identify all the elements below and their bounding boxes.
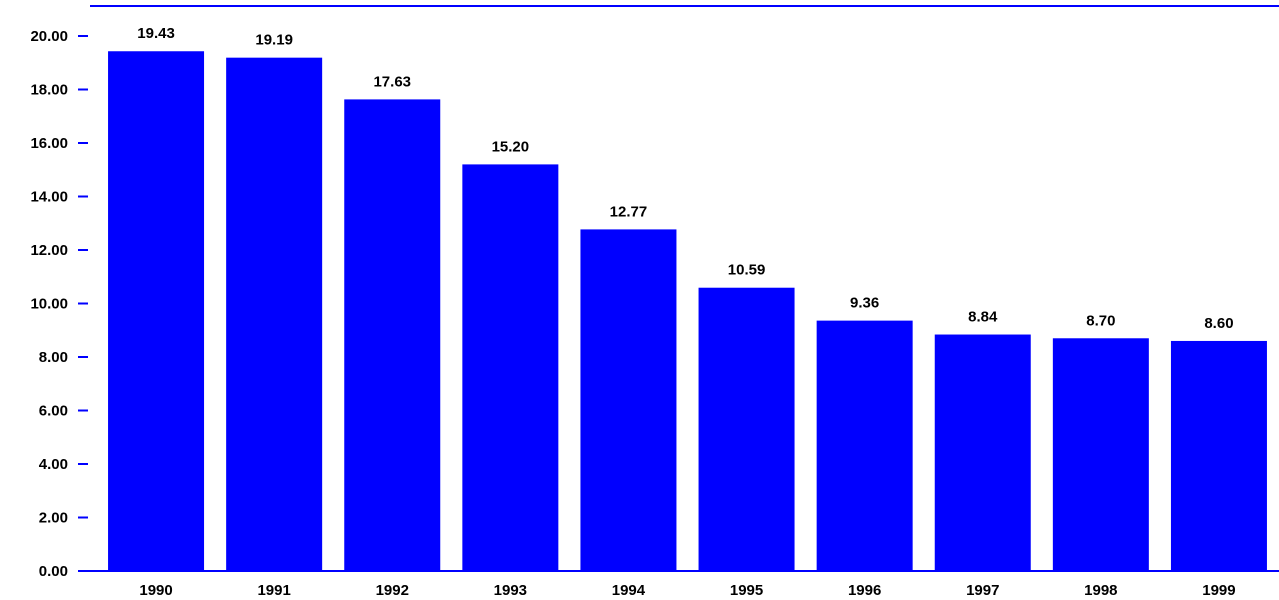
data-label-1990: 19.43: [137, 25, 175, 42]
data-label-1997: 8.84: [968, 309, 998, 326]
bar-1994: [580, 229, 677, 571]
bar-1992: [344, 99, 441, 572]
bar-1995: [698, 287, 795, 571]
data-label-1991: 19.19: [255, 32, 293, 49]
data-label-1994: 12.77: [610, 203, 648, 220]
bar-1993: [462, 164, 559, 571]
y-tick-label: 10.00: [30, 296, 68, 313]
x-tick-label-1993: 1993: [494, 582, 527, 599]
bar-1998: [1052, 338, 1149, 571]
x-tick-label-1998: 1998: [1084, 582, 1117, 599]
data-label-1993: 15.20: [492, 138, 530, 155]
y-tick-label: 14.00: [30, 189, 68, 206]
bar-1991: [226, 57, 323, 572]
y-tick-label: 16.00: [30, 135, 68, 152]
data-label-1998: 8.70: [1086, 312, 1115, 329]
x-tick-label-1996: 1996: [848, 582, 881, 599]
x-tick-label-1999: 1999: [1202, 582, 1235, 599]
y-tick-label: 0.00: [39, 563, 68, 580]
x-tick-label-1997: 1997: [966, 582, 999, 599]
bar-1996: [816, 320, 913, 571]
bar-1999: [1170, 340, 1267, 571]
y-axis: 0.00 2.00 4.00 6.00 8.00 10.00 12.00 14.00 16.00…: [30, 28, 88, 580]
y-tick-label: 2.00: [39, 510, 68, 527]
bar-1990: [108, 51, 205, 572]
x-tick-label-1992: 1992: [376, 582, 409, 599]
x-tick-label-1995: 1995: [730, 582, 763, 599]
data-label-1995: 10.59: [728, 262, 766, 279]
x-tick-label-1990: 1990: [139, 582, 172, 599]
bar-1997: [934, 334, 1031, 571]
y-tick-label: 18.00: [30, 82, 68, 99]
x-tick-label-1991: 1991: [257, 582, 290, 599]
data-label-1996: 9.36: [850, 295, 879, 312]
y-tick-label: 12.00: [30, 242, 68, 259]
data-label-1992: 17.63: [373, 73, 411, 90]
x-tick-label-1994: 1994: [612, 582, 646, 599]
y-tick-label: 4.00: [39, 456, 68, 473]
x-axis: 1990 1991 1992 1993 1994 1995 1996 1997 1998 1999: [86, 570, 1279, 599]
data-labels-group: 19.43 19.19 17.63 15.20 12.77 10.59 9.36 8.84 8.…: [137, 25, 1233, 332]
y-tick-label: 20.00: [30, 28, 68, 45]
data-label-1999: 8.60: [1204, 315, 1233, 332]
y-tick-label: 6.00: [39, 403, 68, 420]
y-tick-label: 8.00: [39, 349, 68, 366]
bars-group: [108, 51, 1267, 572]
